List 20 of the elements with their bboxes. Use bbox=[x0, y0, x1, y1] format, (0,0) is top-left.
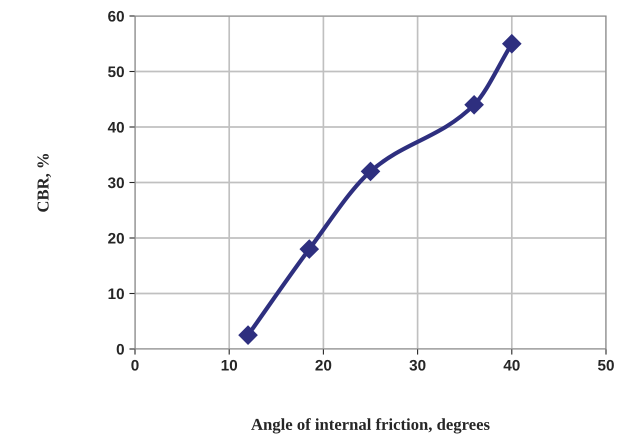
point bbox=[464, 95, 484, 114]
y-tick-label: 0 bbox=[116, 344, 124, 355]
x-tick-label: 30 bbox=[409, 360, 426, 371]
point bbox=[238, 326, 258, 345]
y-tick-label: 60 bbox=[108, 10, 124, 22]
x-tick-label: 50 bbox=[598, 360, 614, 371]
x-axis-title: Angle of internal friction, degrees bbox=[251, 418, 490, 434]
y-tick-label: 50 bbox=[108, 66, 124, 78]
x-tick-label: 10 bbox=[222, 360, 238, 371]
point bbox=[300, 240, 319, 259]
point bbox=[360, 162, 380, 181]
point bbox=[502, 34, 522, 54]
y-tick-label: 10 bbox=[108, 288, 124, 300]
x-tick-label: 20 bbox=[315, 360, 332, 371]
y-axis-title: CBR, % bbox=[37, 154, 52, 212]
x-tick-label: 40 bbox=[504, 360, 520, 371]
x-tick-label: 0 bbox=[131, 360, 139, 371]
y-tick-label: 40 bbox=[108, 122, 124, 133]
y-tick-label: 30 bbox=[108, 177, 124, 188]
y-tick-label: 20 bbox=[108, 232, 124, 244]
